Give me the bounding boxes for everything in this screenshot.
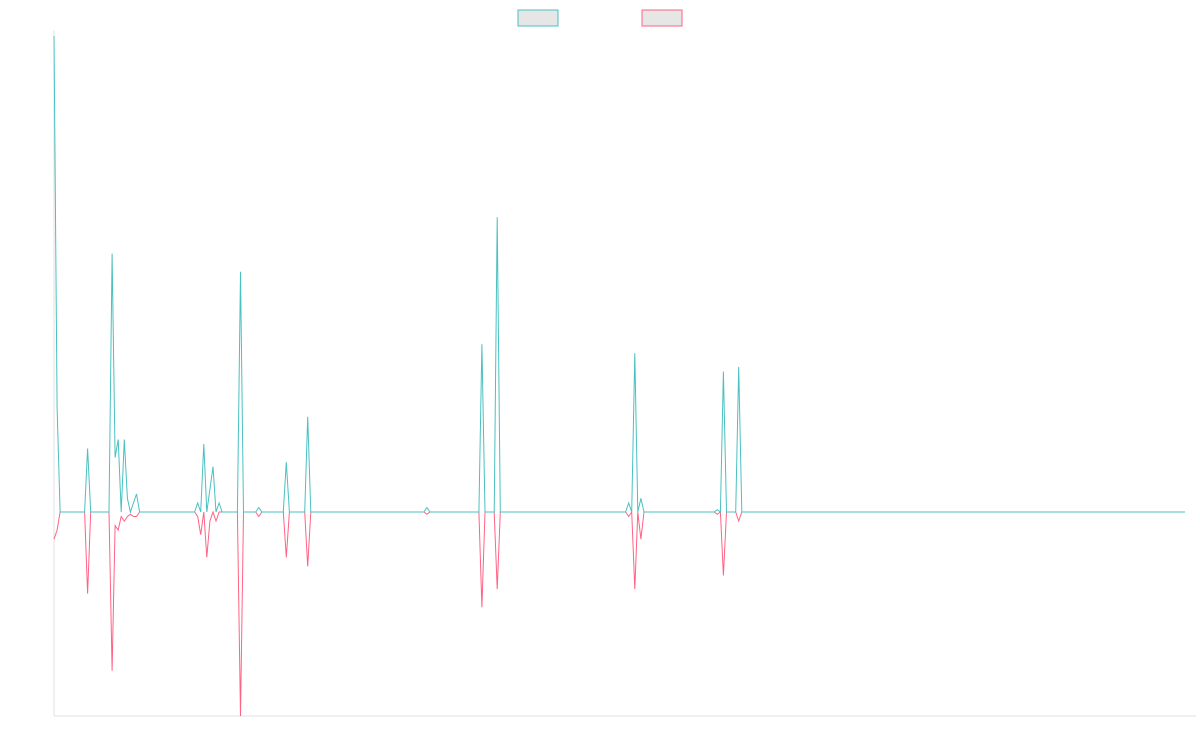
legend-swatch-2[interactable] (641, 9, 683, 27)
series-line-2 (53, 510, 1185, 717)
legend-swatch-1[interactable] (517, 9, 559, 27)
legend[interactable] (517, 9, 683, 27)
legend-item-1[interactable] (517, 9, 559, 27)
series-layer (53, 35, 1185, 717)
legend-item-2[interactable] (641, 9, 683, 27)
series-line-1 (53, 35, 1185, 514)
